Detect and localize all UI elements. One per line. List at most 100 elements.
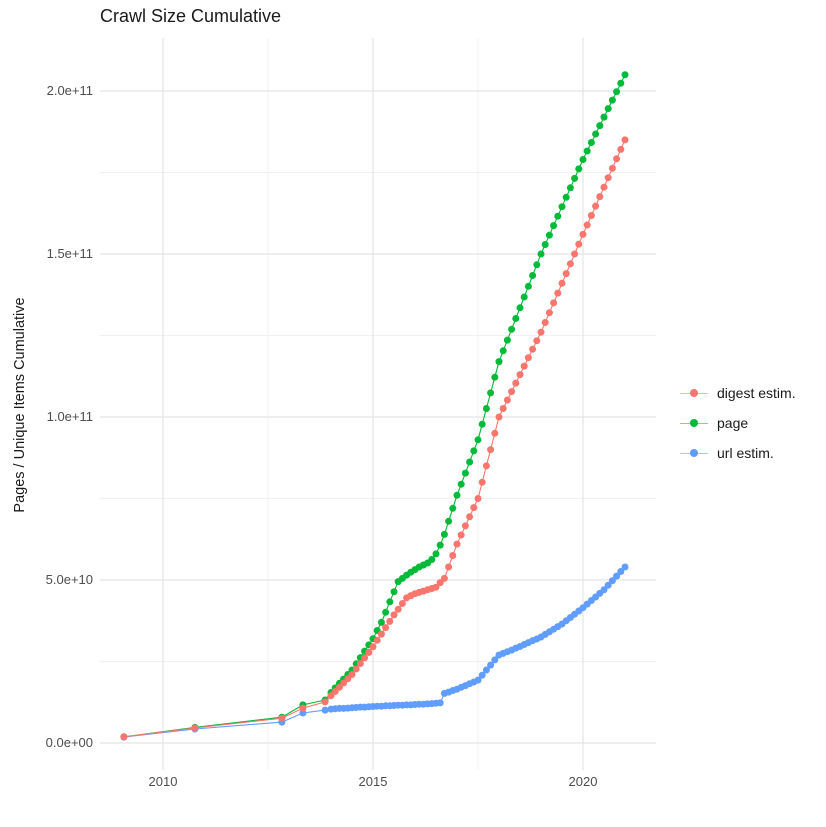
data-point — [482, 666, 490, 674]
data-point — [529, 345, 537, 353]
data-point — [508, 325, 516, 333]
data-point — [487, 389, 495, 397]
data-point — [541, 241, 549, 248]
data-point — [541, 319, 549, 326]
legend-item-page: page — [680, 408, 796, 438]
legend-key-icon — [680, 386, 708, 400]
data-point — [529, 272, 537, 279]
data-point — [377, 618, 385, 626]
y-tick-label-1.0e+11: 1.0e+11 — [46, 409, 93, 424]
data-point — [382, 608, 390, 616]
data-point — [466, 513, 474, 521]
data-point — [278, 714, 286, 722]
data-point — [482, 405, 490, 412]
data-point — [621, 136, 629, 144]
data-point — [191, 724, 199, 732]
data-point — [440, 530, 448, 538]
data-point — [453, 540, 461, 548]
data-point — [491, 373, 499, 381]
data-point — [445, 563, 453, 571]
data-point — [550, 222, 558, 230]
data-point — [554, 289, 562, 297]
data-point — [566, 184, 574, 192]
data-point — [466, 458, 474, 466]
data-point — [445, 517, 453, 525]
data-point — [604, 581, 612, 589]
data-point — [436, 541, 444, 549]
data-point — [453, 491, 461, 499]
data-point — [600, 183, 608, 191]
y-tick-label-5.0e+10: 5.0e+10 — [45, 572, 93, 587]
legend-item-digest-estim-: digest estim. — [680, 378, 796, 408]
data-point — [386, 598, 394, 606]
data-point — [533, 337, 541, 345]
data-point — [377, 630, 385, 638]
legend-label: page — [717, 415, 749, 431]
data-point — [600, 113, 608, 121]
data-point — [487, 661, 495, 669]
data-point — [335, 683, 343, 691]
data-point — [352, 665, 360, 673]
data-point — [604, 105, 612, 113]
data-point — [478, 420, 486, 428]
data-point — [512, 379, 520, 387]
data-point — [550, 299, 558, 307]
data-point — [613, 88, 621, 96]
data-point — [470, 504, 478, 512]
data-point — [608, 577, 616, 585]
x-tick-label-2020: 2020 — [568, 774, 598, 789]
data-point — [398, 600, 406, 607]
data-point — [562, 270, 570, 278]
data-point — [457, 480, 465, 488]
data-point — [499, 347, 507, 355]
data-point — [361, 654, 369, 662]
data-point — [562, 193, 570, 201]
data-point — [470, 447, 478, 455]
data-point — [608, 164, 616, 172]
data-point — [600, 586, 608, 594]
data-point — [449, 552, 457, 559]
y-tick-label-2.0e+11: 2.0e+11 — [46, 83, 93, 98]
data-point — [583, 147, 591, 155]
data-point — [558, 279, 566, 287]
data-point — [520, 293, 528, 301]
data-point — [348, 671, 356, 678]
data-point — [516, 371, 524, 379]
data-point — [571, 250, 579, 258]
data-point — [495, 358, 503, 366]
data-point — [524, 282, 532, 290]
data-point — [512, 315, 520, 322]
series-line-url-estim- — [123, 566, 626, 738]
data-point — [587, 139, 595, 146]
data-point — [613, 155, 621, 163]
data-point — [321, 706, 329, 714]
data-point — [575, 165, 583, 173]
data-point — [432, 550, 440, 558]
data-point — [537, 328, 545, 336]
data-point — [617, 145, 625, 153]
data-point — [390, 611, 398, 619]
legend-key-icon — [680, 416, 708, 430]
data-point — [321, 698, 329, 706]
data-point — [583, 221, 591, 229]
legend-label: url estim. — [717, 445, 774, 461]
data-point — [394, 605, 402, 613]
data-point — [617, 568, 625, 575]
data-point — [524, 354, 532, 362]
data-point — [474, 676, 482, 684]
data-point — [503, 336, 511, 344]
data-point — [579, 230, 587, 238]
data-point — [575, 240, 583, 248]
data-point — [608, 96, 616, 104]
legend-key-icon — [680, 446, 708, 460]
data-point — [621, 563, 629, 571]
data-point — [474, 436, 482, 444]
chart-title: Crawl Size Cumulative — [100, 6, 282, 26]
legend-item-url-estim-: url estim. — [680, 438, 796, 468]
data-point — [373, 636, 381, 644]
data-point — [461, 469, 469, 477]
data-point — [432, 583, 440, 591]
data-point — [478, 478, 486, 486]
data-point — [508, 388, 516, 396]
data-point — [491, 656, 499, 664]
